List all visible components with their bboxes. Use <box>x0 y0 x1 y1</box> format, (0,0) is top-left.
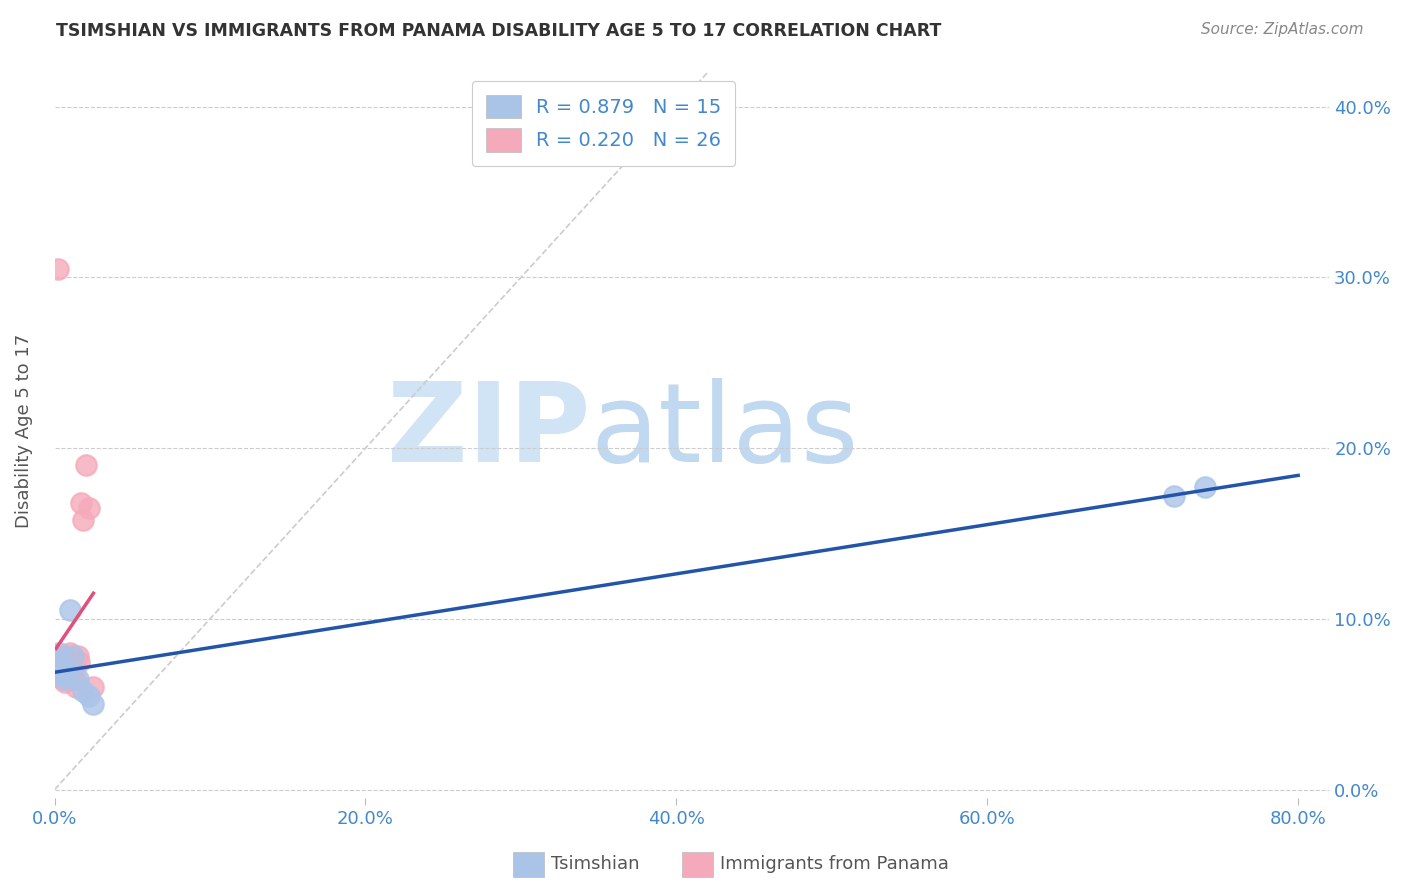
Point <box>66 649 89 664</box>
Point <box>49 663 72 677</box>
Point <box>65 680 87 694</box>
Point <box>63 672 86 686</box>
Point <box>67 655 90 669</box>
Point <box>60 657 83 672</box>
Point <box>52 666 75 681</box>
Point <box>72 513 94 527</box>
Point <box>56 655 79 669</box>
Point <box>1163 489 1185 503</box>
Point <box>55 672 77 686</box>
Point <box>70 496 93 510</box>
Point <box>59 646 82 660</box>
Point <box>58 659 80 673</box>
Point <box>66 672 89 686</box>
Point <box>52 659 75 673</box>
Point <box>48 646 70 660</box>
Point <box>77 689 100 703</box>
Point <box>77 500 100 515</box>
Point <box>51 666 73 681</box>
Point <box>55 675 77 690</box>
Point <box>59 666 82 681</box>
Text: TSIMSHIAN VS IMMIGRANTS FROM PANAMA DISABILITY AGE 5 TO 17 CORRELATION CHART: TSIMSHIAN VS IMMIGRANTS FROM PANAMA DISA… <box>56 22 942 40</box>
Point <box>62 649 84 664</box>
Legend: R = 0.879   N = 15, R = 0.220   N = 26: R = 0.879 N = 15, R = 0.220 N = 26 <box>472 81 735 166</box>
Point <box>51 657 73 672</box>
Text: ZIP: ZIP <box>387 377 591 484</box>
Text: Immigrants from Panama: Immigrants from Panama <box>720 855 949 873</box>
Point <box>56 666 79 681</box>
Y-axis label: Disability Age 5 to 17: Disability Age 5 to 17 <box>15 334 32 528</box>
Point <box>51 672 73 686</box>
Text: Source: ZipAtlas.com: Source: ZipAtlas.com <box>1201 22 1364 37</box>
Point <box>59 603 82 617</box>
Point <box>46 659 69 673</box>
Point <box>75 458 97 473</box>
Point <box>45 649 67 664</box>
Point <box>48 655 70 669</box>
Text: atlas: atlas <box>591 377 859 484</box>
Point <box>1194 480 1216 494</box>
Point <box>49 657 72 672</box>
Point <box>82 680 104 694</box>
Point <box>48 666 70 681</box>
Point <box>55 649 77 664</box>
Text: Tsimshian: Tsimshian <box>551 855 640 873</box>
Point <box>72 683 94 698</box>
Point <box>62 663 84 677</box>
Point <box>82 698 104 712</box>
Point <box>46 261 69 276</box>
Point <box>46 655 69 669</box>
